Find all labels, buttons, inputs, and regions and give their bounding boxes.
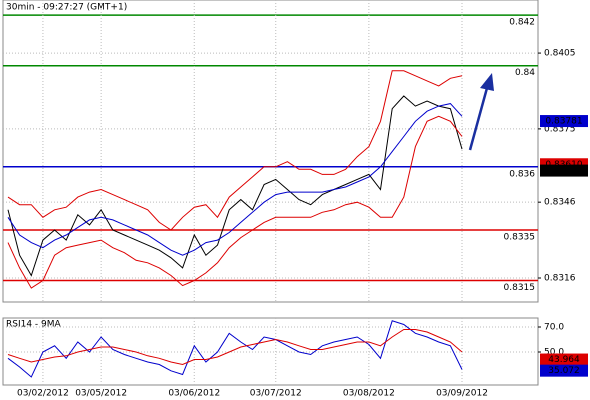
price-marker-label: 0.83781 — [545, 117, 582, 127]
y-tick-label: 0.8316 — [544, 273, 576, 283]
x-tick-label: 03/08/2012 — [343, 389, 395, 399]
x-tick-label: 03/02/2012 — [17, 389, 69, 399]
level-label: 0.8315 — [504, 283, 536, 293]
y-tick-label: 0.8405 — [544, 49, 576, 59]
y-tick-label: 70.0 — [544, 323, 564, 333]
y-tick-label: 50.0 — [544, 348, 564, 358]
arrow-head — [480, 73, 494, 91]
chart-title: 30min - 09:27:27 (GMT+1) — [6, 3, 127, 13]
price-panel — [2, 0, 539, 303]
level-label: 0.8335 — [504, 232, 536, 242]
level-label: 0.84 — [515, 68, 535, 78]
level-label: 0.836 — [509, 169, 535, 179]
series-line — [7, 70, 463, 231]
x-tick-label: 03/09/2012 — [436, 389, 488, 399]
price-marker-label: 35.072 — [548, 366, 580, 376]
level-label: 0.842 — [509, 18, 535, 28]
rsi-title: RSI14 - 9MA — [6, 320, 62, 330]
x-tick-label: 03/05/2012 — [75, 389, 127, 399]
series-line — [7, 103, 463, 256]
y-tick-label: 0.8375 — [544, 124, 576, 134]
plot-layer: 0.8405 0.8375 0.8346 0.8316 0.842 0.84 0.836 0.… — [3, 0, 588, 399]
price-marker — [540, 353, 588, 366]
series-line — [7, 95, 463, 277]
x-tick-label: 03/06/2012 — [168, 389, 220, 399]
series-line — [7, 115, 463, 289]
series-line — [7, 320, 463, 378]
x-tick-label: 03/07/2012 — [250, 389, 302, 399]
y-tick-label: 0.8346 — [544, 198, 576, 208]
price-marker-label: 0.83585 — [545, 166, 582, 176]
price-marker-label: 43.964 — [548, 355, 580, 365]
series-line — [7, 329, 463, 366]
arrow — [468, 87, 489, 151]
price-marker — [540, 364, 588, 377]
price-marker — [540, 115, 588, 128]
price-marker — [540, 164, 588, 177]
